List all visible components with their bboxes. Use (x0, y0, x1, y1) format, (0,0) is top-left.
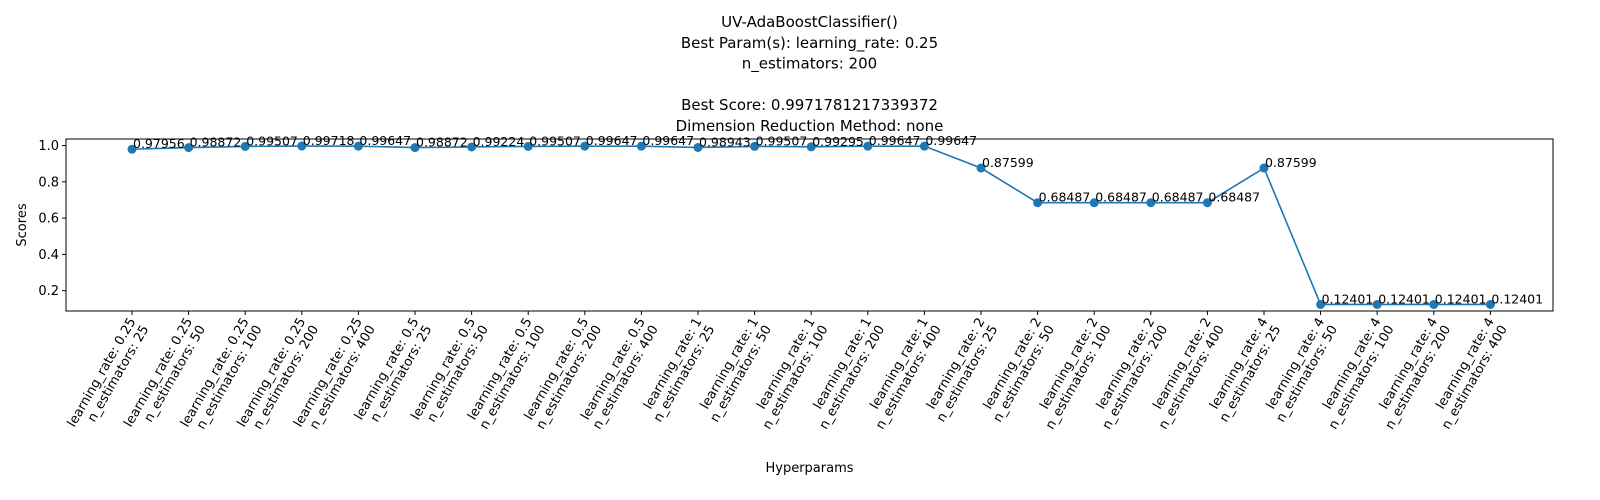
data-labels: 0.97956 0.98872 0.99507 0.99718 0.99647 0.988… (133, 133, 1543, 306)
x-axis: learning_rate: 0.25n_estimators: 25learn… (65, 311, 1511, 432)
data-point-label: 0.12401 (1491, 291, 1543, 306)
data-point (1033, 198, 1043, 208)
data-point-label: 0.99224 (473, 134, 525, 149)
data-point-label: 0.12401 (1378, 291, 1430, 306)
data-point-label: 0.99647 (869, 133, 921, 148)
chart-title: UV-AdaBoostClassifier() Best Param(s): le… (676, 13, 944, 135)
data-point-label: 0.87599 (982, 155, 1034, 170)
data-point (410, 143, 420, 153)
data-point-label: 0.68487 (1208, 190, 1260, 205)
data-point-label: 0.98943 (699, 134, 751, 149)
data-point (1259, 163, 1269, 173)
data-point-label: 0.12401 (1435, 291, 1487, 306)
data-point (863, 141, 873, 151)
data-point-label: 0.99647 (642, 133, 694, 148)
data-point (1316, 299, 1326, 309)
data-point (693, 142, 703, 152)
data-point (636, 141, 646, 151)
y-axis-label: Scores (15, 203, 30, 246)
data-point-label: 0.99507 (756, 133, 808, 148)
data-point-label: 0.97956 (133, 136, 185, 151)
data-point (1372, 299, 1382, 309)
data-point (919, 141, 929, 151)
data-point (750, 141, 760, 151)
data-point (467, 142, 477, 152)
data-point-label: 0.99718 (303, 133, 355, 148)
plot-area-frame (65, 138, 1554, 312)
data-point-label: 0.99295 (812, 134, 864, 149)
data-point (353, 141, 363, 151)
title-line: UV-AdaBoostClassifier() (721, 13, 898, 31)
data-point (580, 141, 590, 151)
y-axis: 0.2 0.4 0.6 0.8 1.0 (38, 139, 66, 299)
x-axis-label: Hyperparams (765, 461, 853, 476)
data-point-label: 0.98872 (190, 135, 242, 150)
data-point-label: 0.87599 (1265, 155, 1317, 170)
series-markers (127, 141, 1495, 309)
y-tick-label: 1.0 (38, 139, 59, 154)
data-point (127, 144, 137, 154)
data-point (240, 141, 250, 151)
data-point-label: 0.99507 (246, 133, 298, 148)
data-point-label: 0.99507 (529, 133, 581, 148)
data-point-label: 0.68487 (1095, 190, 1147, 205)
data-point (1202, 198, 1212, 208)
y-tick-label: 0.2 (38, 284, 59, 299)
data-point (184, 143, 194, 153)
data-point (976, 163, 986, 173)
data-point (1485, 299, 1495, 309)
data-point (1089, 198, 1099, 208)
y-tick-label: 0.8 (38, 175, 59, 190)
data-point-label: 0.99647 (586, 133, 638, 148)
title-line: Best Param(s): learning_rate: 0.25 (681, 34, 938, 53)
data-point-label: 0.68487 (1152, 190, 1204, 205)
data-point-label: 0.98872 (416, 135, 468, 150)
title-line: Best Score: 0.9971781217339372 (681, 96, 938, 114)
title-line: n_estimators: 200 (742, 55, 877, 74)
data-point-label: 0.99647 (359, 133, 411, 148)
data-point (1429, 299, 1439, 309)
data-point (806, 142, 816, 152)
data-point-label: 0.68487 (1039, 190, 1091, 205)
y-tick-label: 0.6 (38, 212, 59, 227)
y-tick-label: 0.4 (38, 248, 59, 263)
data-point (297, 141, 307, 151)
data-point-label: 0.99647 (925, 133, 977, 148)
data-point (1146, 198, 1156, 208)
data-point (523, 141, 533, 151)
title-line: Dimension Reduction Method: none (676, 117, 944, 135)
data-point-label: 0.12401 (1322, 291, 1374, 306)
